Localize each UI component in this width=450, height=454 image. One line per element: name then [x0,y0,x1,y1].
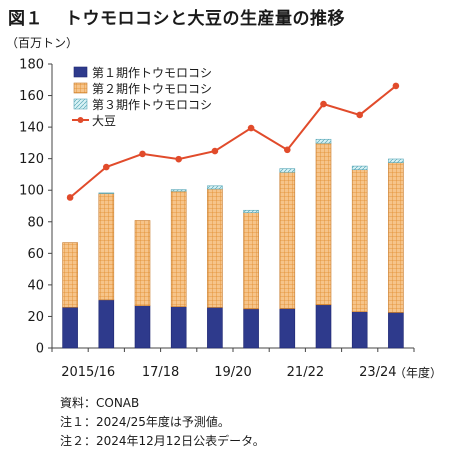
bar-segment-3 [279,168,296,173]
bar-segment-1 [134,305,151,349]
notes: 資料：CONAB 注１：2024/25年度は予測値。 注２：2024年12月12… [60,394,265,451]
y-tick-label: 80 [27,215,44,230]
bar-segment-3 [388,158,404,163]
bar-segment-2 [170,190,187,307]
bar-segment-2 [279,171,296,309]
bar-segment-1 [351,311,368,349]
chart-title: 図１ トウモロコシと大豆の生産量の推移 [8,4,345,29]
legend-label: 第３期作トウモロコシ [92,98,212,112]
bar-segment-1 [388,312,404,349]
bar-segment-3 [98,192,115,194]
bar-segment-1 [62,306,78,349]
x-tick-label: 17/18 [142,365,179,380]
figure-label: 図１ [8,9,43,29]
soybean-point [284,146,291,154]
legend-label: 大豆 [92,114,116,128]
y-tick-label: 0 [36,342,44,357]
legend-swatch-3 [73,98,88,110]
soybean-line [69,85,397,199]
y-tick-label: 160 [19,89,44,104]
bar-segment-2 [134,220,151,307]
soybean-point [175,155,182,163]
legend-swatch-2 [73,82,88,94]
legend-swatch-1 [73,66,88,78]
bar-segment-3 [315,138,332,144]
soybean-point [66,194,74,201]
bar-segment-2 [351,169,368,313]
soybean-point [356,111,364,119]
legend-marker [77,117,84,123]
bar-segment-3 [170,189,187,192]
note-source: 資料：CONAB [60,396,140,410]
note-2: 注２：2024年12月12日公表データ。 [60,434,265,448]
legend-label: 第２期作トウモロコシ [92,82,212,96]
y-tick-label: 120 [19,152,44,167]
soybean-point [139,150,146,158]
y-tick-label: 180 [19,58,44,73]
bar-segment-1 [170,306,187,349]
soybean-point [103,163,110,171]
y-axis-unit: （百万トン） [6,36,79,50]
soybean-point [211,147,219,155]
bar-segment-2 [243,212,259,310]
title-text: トウモロコシと大豆の生産量の推移 [65,9,345,29]
x-tick-label: 23/24 [359,365,396,380]
x-tick-label: 19/20 [214,365,251,380]
y-tick-label: 100 [19,184,44,199]
soybean-point [320,100,327,108]
soybean-point [392,82,400,90]
bar-segment-1 [315,304,332,349]
bar-segment-2 [207,188,223,308]
soybean-point [247,124,255,132]
x-tick-label: 21/22 [287,365,324,380]
legend-label: 第１期作トウモロコシ [92,66,212,80]
bar-segment-1 [243,308,259,349]
bar-segment-2 [388,162,404,313]
bar-segment-2 [315,142,332,306]
y-tick-label: 40 [27,278,44,293]
bar-segment-2 [62,242,78,308]
bar-segment-2 [98,193,115,301]
bar-segment-3 [207,185,223,190]
note-1: 注１：2024/25年度は予測値。 [60,415,230,429]
y-tick-label: 20 [27,310,44,325]
bar-segment-3 [351,165,368,171]
y-tick-label: 140 [19,121,44,136]
x-axis-unit: （年度） [394,366,443,380]
bar-segment-3 [243,209,259,213]
bar-segment-1 [207,307,223,349]
bar-segment-1 [279,308,296,349]
y-tick-label: 60 [27,247,44,262]
bar-segment-1 [98,299,115,349]
x-tick-label: 2015/16 [61,365,115,380]
